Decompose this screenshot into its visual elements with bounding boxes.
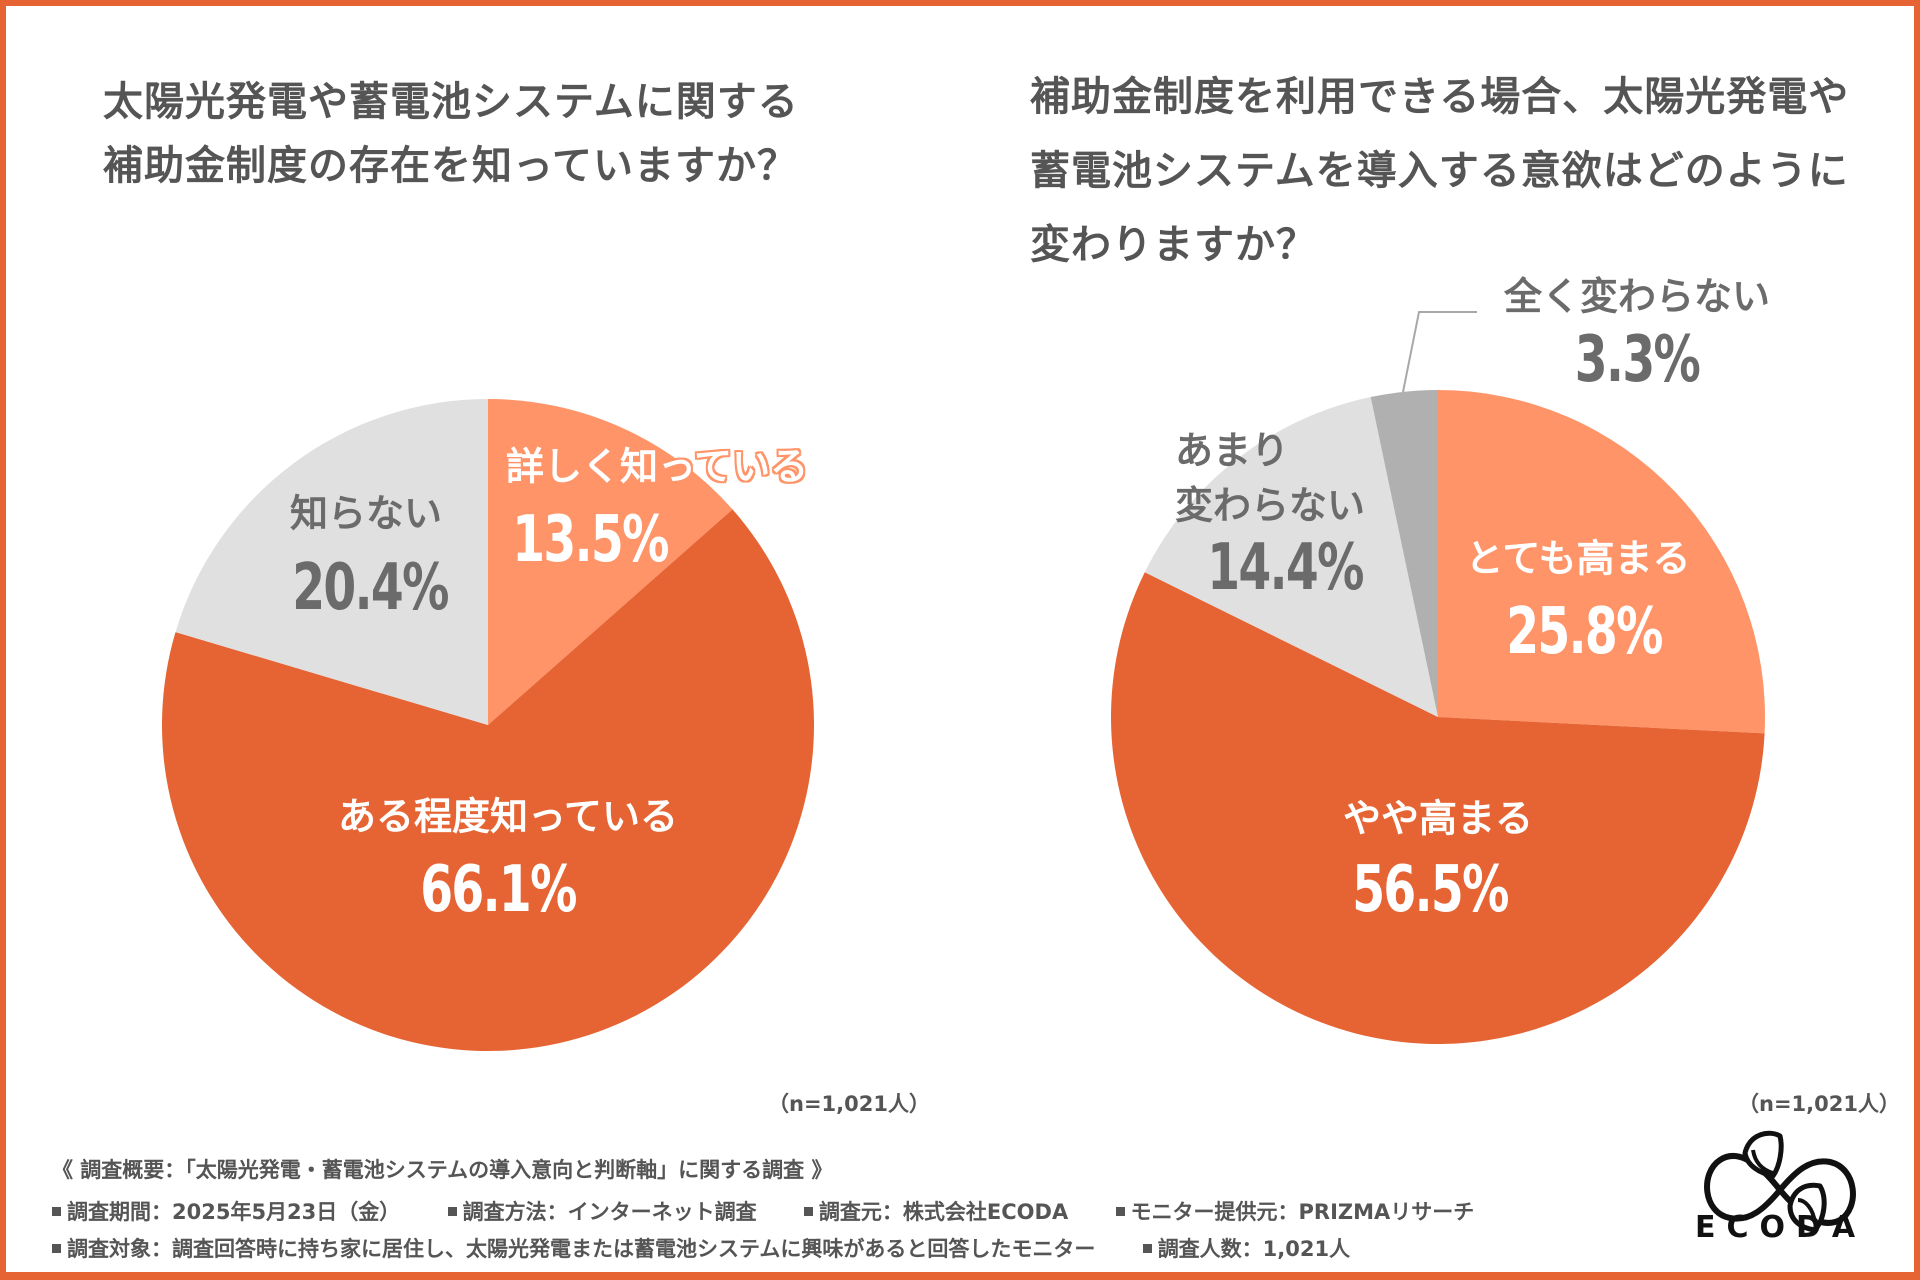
title-line: 太陽光発電や蓄電池システムに関する [103,79,799,125]
bullet-icon [1115,1206,1125,1216]
survey-details-row2: 調査対象：調査回答時に持ち家に居住し、太陽光発電または蓄電池システムに興味がある… [52,1233,1390,1263]
slice-label-somewhat: ある程度知っている [337,794,679,839]
chart-title-right: 補助金制度を利用できる場合、太陽光発電や 蓄電池システムを導入する意欲はどのよう… [1030,60,1849,282]
slice-label-detailed: 詳しく知っている [506,444,809,489]
slice-value-greatly-increase: 25.8% [1506,595,1663,669]
survey-method: 調査方法：インターネット調査 [447,1196,757,1226]
slice-label-little-change-line1: あまり [1175,428,1290,473]
slice-value-somewhat-increase: 56.5% [1352,853,1509,927]
pie-slice-1-3 [1370,390,1438,717]
survey-period: 調査期間：2025年5月23日（金） [52,1196,400,1226]
slice-value-unaware: 20.4% [292,551,449,625]
title-line: 蓄電池システムを導入する意欲はどのように [1030,148,1849,194]
pie-slice-0-0 [488,399,733,725]
survey-target: 調査対象：調査回答時に持ち家に居住し、太陽光発電または蓄電池システムに興味がある… [52,1233,1095,1263]
pie-slice-1-0 [1438,390,1765,734]
survey-source: 調査元：株式会社ECODA [803,1196,1069,1226]
bullet-icon [52,1243,61,1253]
survey-details-row1: 調査期間：2025年5月23日（金） 調査方法：インターネット調査 調査元：株式… [52,1196,1514,1226]
slice-value-somewhat: 66.1% [420,853,577,927]
survey-count-text: 調査人数：1,021人 [1157,1237,1351,1261]
survey-period-text: 調査期間：2025年5月23日（金） [67,1200,401,1224]
slice-value-no-change: 3.3% [1574,323,1701,397]
slice-label-little-change-line2: 変わらない [1175,483,1366,528]
survey-source-text: 調査元：株式会社ECODA [818,1200,1069,1224]
bullet-icon [803,1206,813,1216]
survey-summary-heading: 《 調査概要：「太陽光発電・蓄電池システムの導入意向と判断軸」に関する調査 》 [52,1158,833,1182]
bullet-icon [1142,1243,1152,1253]
monitor-provider: モニター提供元：PRIZMAリサーチ [1115,1196,1475,1226]
slice-label-unaware: 知らない [289,491,443,536]
pie-slice-1-2 [1144,397,1438,717]
pie-slice-0-1 [162,509,814,1051]
title-line: 変わりますか？ [1030,222,1317,268]
slice-label-greatly-increase: とても高まる [1465,536,1691,581]
survey-target-text: 調査対象：調査回答時に持ち家に居住し、太陽光発電または蓄電池システムに興味がある… [67,1237,1096,1261]
bullet-icon [52,1206,61,1216]
pie-slice-1-1 [1111,572,1765,1044]
bullet-icon [447,1206,457,1216]
slice-label-no-change: 全く変わらない [1503,274,1771,319]
leader-line-fully-unchanged [1402,311,1477,393]
chart-title-left: 太陽光発電や蓄電池システムに関する 補助金制度の存在を知っていますか？ [103,70,799,198]
sample-size-left: （n=1,021人） [768,1092,930,1116]
pie-slice-0-2 [175,399,488,725]
title-line: 補助金制度を利用できる場合、太陽光発電や [1030,74,1850,120]
survey-method-text: 調査方法：インターネット調査 [462,1200,757,1224]
sample-size-right: （n=1,021人） [1738,1092,1900,1116]
slice-label-somewhat-increase: やや高まる [1342,796,1534,841]
logo-wordmark: ECODA [1695,1210,1867,1245]
monitor-provider-text: モニター提供元：PRIZMAリサーチ [1130,1200,1475,1224]
pie-left [162,399,814,1051]
pie-right [1111,390,1765,1044]
slice-value-little-change: 14.4% [1207,531,1364,605]
infinity-leaf-icon [1704,1130,1856,1233]
slice-value-detailed: 13.5% [512,503,669,577]
title-line: 補助金制度の存在を知っていますか？ [103,143,798,189]
survey-count: 調査人数：1,021人 [1142,1233,1351,1263]
